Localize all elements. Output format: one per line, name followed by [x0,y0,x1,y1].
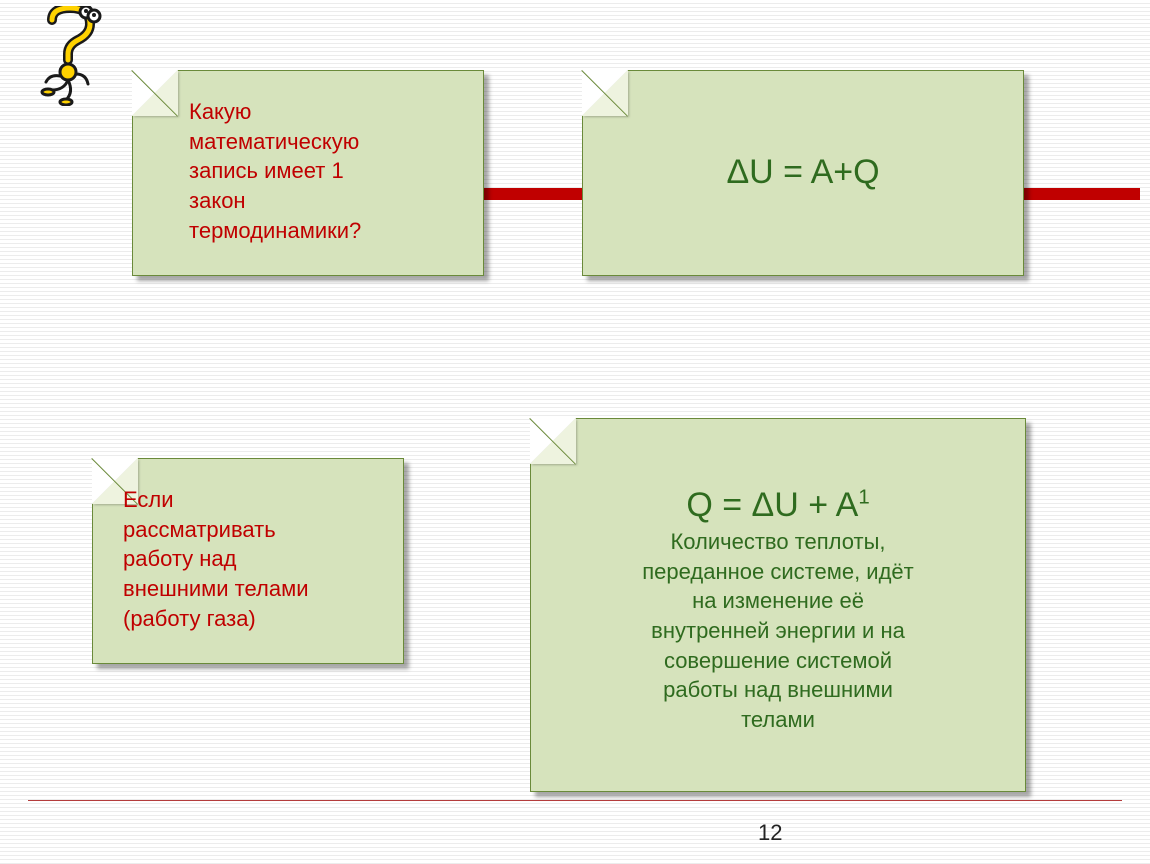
answer-1-formula: ΔU = A+Q [583,153,1023,192]
note-answer-1: ΔU = A+Q [582,70,1024,276]
answer-2-description: Количество теплоты, переданное системе, … [551,527,1005,735]
fold-corner [132,70,178,116]
question-figure-icon [30,6,116,106]
fold-corner [582,70,628,116]
page-number: 12 [758,820,782,846]
note-question-1: Какую математическую запись имеет 1 зако… [132,70,484,276]
question-2-text: Если рассматривать работу над внешними т… [123,485,309,633]
note-question-2: Если рассматривать работу над внешними т… [92,458,404,664]
bottom-rule [28,800,1122,801]
note-answer-2: Q = ΔU + A1 Количество теплоты, переданн… [530,418,1026,792]
answer-2-formula: Q = ΔU + A1 [531,447,1025,525]
question-1-text: Какую математическую запись имеет 1 зако… [189,97,361,245]
